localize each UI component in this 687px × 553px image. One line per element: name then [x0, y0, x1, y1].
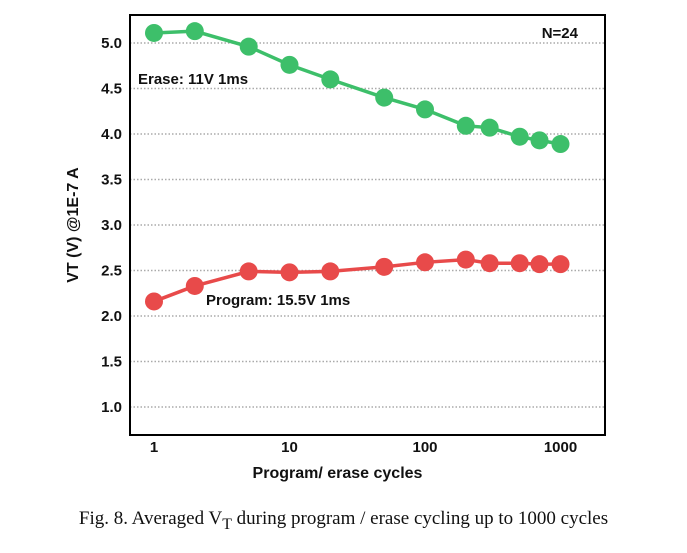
caption-prefix: Fig. 8. Averaged V — [78, 508, 223, 529]
data-point-program — [551, 255, 570, 274]
y-axis-label: VT (V) @1E-7 A — [65, 167, 82, 283]
data-point-program — [145, 292, 163, 311]
data-point-erase — [239, 37, 258, 56]
x-tick-label: 100 — [412, 439, 437, 456]
data-point-erase — [480, 118, 499, 137]
data-point-program — [239, 262, 258, 281]
data-point-program — [530, 255, 549, 274]
data-point-erase — [145, 23, 163, 42]
data-point-program — [510, 254, 529, 273]
x-axis-label: Program/ erase cycles — [253, 465, 423, 482]
data-point-program — [456, 250, 475, 269]
y-tick-label: 1.0 — [101, 399, 122, 416]
data-point-erase — [375, 88, 394, 107]
data-point-program — [480, 254, 499, 273]
y-tick-label: 5.0 — [101, 35, 122, 52]
series-label-erase: Erase: 11V 1ms — [138, 71, 248, 88]
data-point-program — [321, 262, 340, 281]
caption-suffix: during program / erase cycling up to 100… — [231, 508, 609, 529]
y-tick-label: 2.0 — [101, 308, 122, 325]
data-point-erase — [510, 127, 529, 146]
y-tick-label: 3.0 — [101, 217, 122, 234]
data-point-erase — [551, 135, 570, 154]
caption-subscript: T — [222, 515, 232, 533]
x-tick-label: 10 — [281, 439, 298, 456]
data-point-program — [280, 263, 299, 282]
x-tick-label: 1 — [150, 439, 158, 456]
plot-frame — [129, 14, 606, 436]
sample-size-annotation: N=24 — [542, 25, 579, 42]
figure-caption: Fig. 8. Averaged VT during program / era… — [0, 508, 687, 534]
y-tick-label: 4.5 — [101, 81, 122, 98]
data-point-program — [375, 257, 394, 276]
vt-cycling-chart: 1.0 1.5 2.0 2.5 3.0 3.5 4.0 4.5 5.0 1 10 100 1000 Era… — [65, 14, 606, 482]
y-tick-label: 4.0 — [101, 126, 122, 143]
series-label-program: Program: 15.5V 1ms — [206, 292, 350, 309]
data-point-program — [185, 276, 204, 295]
data-point-erase — [280, 55, 299, 74]
data-point-erase — [530, 131, 549, 150]
data-point-erase — [416, 100, 434, 119]
y-tick-label: 3.5 — [101, 172, 122, 189]
y-tick-label: 1.5 — [101, 354, 122, 371]
y-tick-label: 2.5 — [101, 263, 122, 280]
data-point-erase — [185, 22, 204, 41]
x-tick-label: 1000 — [544, 439, 577, 456]
data-point-erase — [456, 116, 475, 135]
data-point-erase — [321, 70, 340, 89]
data-point-program — [416, 253, 434, 272]
